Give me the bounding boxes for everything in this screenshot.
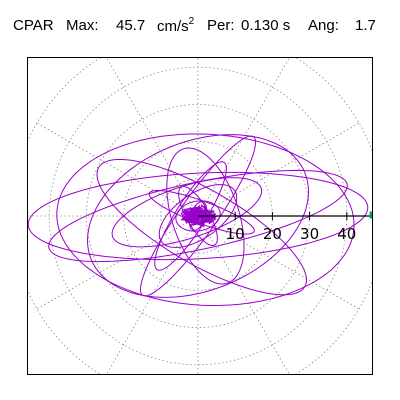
period-label: Per: (207, 17, 235, 34)
max-unit-exponent: 2 (188, 16, 195, 27)
orbit-loop-5 (96, 159, 308, 296)
max-amplitude-marker (369, 211, 372, 219)
station-name: CPAR (13, 17, 54, 34)
title-bar: CPAR Max: 45.7 cm/s2 Per: 0.130 s Ang: 1… (0, 0, 400, 56)
grid-spoke-240 (106, 215, 199, 374)
orbit-loop-10 (148, 190, 255, 235)
orbit-trace (28, 133, 369, 307)
angle-label: Ang: (308, 17, 339, 34)
orbit-loop-6 (139, 135, 257, 297)
radial-tick-labels: 10 20 30 40 (226, 225, 357, 243)
orbit-loop-11 (158, 184, 238, 248)
tick-label-30: 30 (300, 225, 319, 243)
tick-label-10: 10 (226, 225, 245, 243)
plot-frame: 10 20 30 40 (27, 57, 373, 375)
orbit-loop-12 (178, 186, 218, 246)
grid-spoke-30 (197, 122, 360, 217)
polar-orbit-plot: 10 20 30 40 (28, 58, 372, 374)
grid-spoke-210 (36, 215, 199, 310)
orbit-loop-4 (86, 134, 310, 298)
tick-label-20: 20 (263, 225, 282, 243)
grid-spoke-120 (106, 58, 199, 217)
max-value: 45.7 (116, 17, 146, 34)
grid-spoke-300 (197, 215, 290, 374)
orbit-loop-9 (154, 161, 227, 271)
angle-value: 1.7 (355, 17, 376, 34)
max-unit: cm/s2 (157, 16, 195, 35)
orbit-loop-2 (48, 169, 348, 263)
tick-label-40: 40 (337, 225, 356, 243)
orbit-loop-8 (166, 147, 245, 285)
max-unit-base: cm/s (157, 18, 189, 35)
orbit-loop-13 (175, 200, 221, 232)
max-label: Max: (66, 17, 99, 34)
direction-axis (198, 211, 372, 220)
period-value: 0.130 s (241, 17, 291, 34)
orbit-loop-7 (111, 177, 263, 248)
grid-spoke-330 (197, 215, 360, 310)
orbit-loop-1 (28, 171, 369, 261)
orbit-loop-3 (56, 133, 355, 307)
orbit-core-tangle (179, 203, 218, 227)
grid-spoke-150 (36, 122, 199, 217)
